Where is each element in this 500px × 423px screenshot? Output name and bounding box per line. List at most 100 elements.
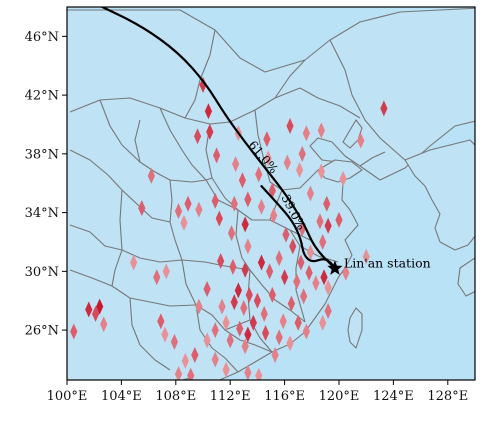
y-tick-label: 30°N bbox=[25, 265, 59, 280]
y-tick-label: 26°N bbox=[25, 324, 59, 339]
site-marker bbox=[323, 195, 331, 212]
site-marker bbox=[260, 305, 268, 322]
site-marker bbox=[312, 275, 320, 292]
site-marker bbox=[283, 154, 291, 171]
site-marker bbox=[130, 254, 138, 271]
site-marker bbox=[297, 254, 305, 271]
site-marker bbox=[238, 172, 247, 189]
y-tick-label: 46°N bbox=[25, 30, 59, 45]
site-marker bbox=[180, 214, 188, 231]
site-marker bbox=[271, 347, 279, 364]
site-marker bbox=[236, 320, 244, 337]
site-marker bbox=[275, 250, 283, 267]
site-marker bbox=[305, 264, 313, 281]
site-marker bbox=[317, 163, 325, 180]
site-marker bbox=[222, 361, 230, 378]
site-marker bbox=[339, 170, 347, 187]
station-label: Lin'an station bbox=[344, 255, 431, 270]
site-marker bbox=[380, 100, 388, 117]
y-axis-ticks: 46°N 42°N 38°N 34°N 30°N 26°N bbox=[25, 30, 67, 339]
province-borders bbox=[69, 29, 406, 373]
site-marker bbox=[253, 292, 261, 309]
site-marker bbox=[286, 335, 294, 352]
site-marker bbox=[255, 166, 263, 183]
site-marker bbox=[184, 195, 192, 212]
site-marker bbox=[241, 261, 249, 278]
site-marker bbox=[257, 198, 266, 215]
site-marker bbox=[244, 238, 252, 255]
site-marker bbox=[249, 314, 257, 331]
site-marker bbox=[245, 286, 253, 303]
site-marker bbox=[211, 351, 219, 368]
site-marker bbox=[287, 295, 295, 312]
site-marker bbox=[227, 225, 236, 242]
site-marker bbox=[203, 280, 211, 297]
site-marker bbox=[293, 273, 301, 290]
x-axis-ticks: 100°E 104°E 108°E 112°E 116°E 120°E 124°E 128°E bbox=[47, 380, 468, 404]
site-marker bbox=[275, 329, 283, 346]
site-marker bbox=[294, 314, 302, 331]
site-marker bbox=[226, 332, 234, 349]
site-marker bbox=[257, 254, 266, 271]
site-marker bbox=[241, 216, 249, 233]
site-markers bbox=[70, 76, 388, 380]
site-marker bbox=[319, 233, 327, 250]
site-marker bbox=[279, 313, 287, 330]
x-tick-label: 120°E bbox=[319, 389, 360, 404]
site-marker bbox=[91, 305, 100, 322]
site-marker bbox=[282, 226, 290, 243]
x-tick-label: 124°E bbox=[373, 389, 414, 404]
site-marker bbox=[241, 338, 249, 355]
site-marker bbox=[195, 298, 203, 315]
site-marker bbox=[244, 364, 252, 380]
site-marker bbox=[266, 263, 274, 280]
site-marker bbox=[199, 76, 207, 93]
site-marker bbox=[174, 366, 183, 380]
site-marker bbox=[324, 217, 332, 234]
site-marker bbox=[230, 294, 238, 311]
site-marker bbox=[268, 286, 276, 303]
station-star-icon bbox=[327, 260, 343, 275]
map-plot-area: 61.0%39.0% bbox=[67, 7, 475, 380]
site-marker bbox=[244, 326, 252, 343]
site-marker bbox=[295, 162, 304, 179]
site-marker bbox=[264, 150, 272, 167]
site-marker bbox=[300, 288, 308, 305]
site-marker bbox=[170, 333, 179, 350]
site-marker bbox=[319, 314, 327, 331]
x-tick-label: 108°E bbox=[155, 389, 196, 404]
site-marker bbox=[255, 367, 263, 380]
site-marker bbox=[335, 211, 343, 228]
y-tick-label: 34°N bbox=[25, 206, 59, 221]
taiwan-island bbox=[347, 307, 363, 349]
site-marker bbox=[302, 125, 310, 142]
site-marker bbox=[162, 263, 170, 280]
site-marker bbox=[217, 253, 225, 270]
x-tick-label: 128°E bbox=[427, 389, 468, 404]
site-marker bbox=[181, 352, 189, 369]
site-marker bbox=[191, 347, 199, 364]
station-marker-group bbox=[327, 260, 343, 275]
kyushu-island bbox=[457, 257, 475, 297]
shandong-peninsula bbox=[317, 159, 363, 183]
site-marker bbox=[193, 128, 202, 145]
liaodong-peninsula bbox=[342, 119, 363, 149]
site-marker bbox=[138, 200, 146, 217]
site-marker bbox=[218, 298, 226, 315]
site-marker bbox=[270, 207, 278, 224]
site-marker bbox=[70, 323, 78, 340]
site-marker bbox=[222, 314, 230, 331]
site-marker bbox=[298, 220, 306, 237]
site-marker bbox=[204, 103, 213, 120]
site-marker bbox=[306, 185, 315, 202]
site-marker bbox=[157, 313, 165, 330]
site-marker bbox=[161, 326, 169, 343]
site-marker bbox=[298, 145, 306, 162]
y-tick-label: 42°N bbox=[25, 89, 59, 104]
x-tick-label: 104°E bbox=[101, 389, 142, 404]
site-marker bbox=[85, 301, 93, 318]
site-marker bbox=[263, 131, 271, 148]
site-marker bbox=[96, 298, 104, 315]
site-marker bbox=[261, 325, 270, 342]
